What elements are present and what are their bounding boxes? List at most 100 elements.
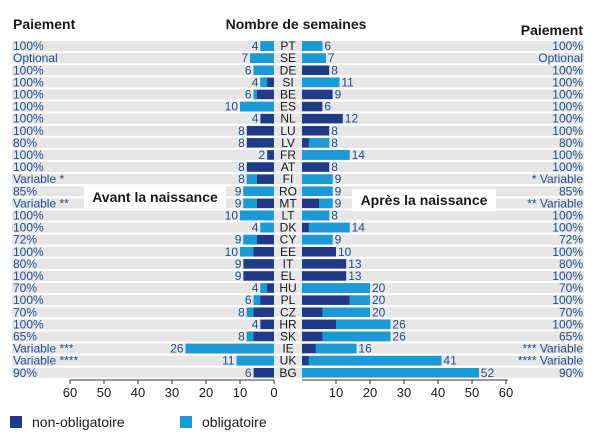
value-before-es: 10 [225,100,239,114]
value-before-bg: 6 [245,366,252,380]
bar-before-mandatory-dk [260,222,274,233]
value-after-lu: 8 [331,124,338,138]
value-before-ro: 9 [235,184,242,198]
bar-before-total-si [260,77,274,88]
bar-before-mandatory-es [240,101,274,112]
value-before-mt: 9 [235,196,242,210]
country-code-bg: BG [279,366,296,380]
value-before-dk: 4 [252,221,259,235]
row-stripe-de [12,65,584,76]
bar-after-mandatory-cy [302,234,333,245]
row-stripe-cz [12,307,584,318]
payment-right-hr: 100% [552,317,583,331]
bar-before-mandatory-sk [246,331,254,342]
axis-tick-label-6: 0 [270,385,277,400]
value-after-cz: 20 [372,305,386,319]
left-panel-label-box: Avant la naissance [84,186,226,208]
payment-left-sk: 65% [13,329,37,343]
bar-before-total-el [243,271,274,281]
payment-right-el: 100% [552,269,583,283]
bar-after-mandatory-dk [308,222,350,233]
bar-before-mandatory-ie [185,343,274,354]
legend-label-non-obligatoire: non-obligatoire [32,414,125,430]
country-code-ee: EE [280,245,296,259]
payment-right-at: 100% [552,160,583,174]
row-stripe-se [12,53,584,64]
country-code-fr: FR [280,148,296,162]
row-stripe-nl [12,113,584,124]
legend-swatch-obligatoire [180,416,192,428]
row-stripe-el [12,270,584,281]
payment-right-dk: 100% [552,221,583,235]
bar-before-total-fi [246,174,274,184]
value-after-nl: 12 [345,112,359,126]
value-before-se: 7 [242,51,249,65]
left-header: Paiement [13,16,76,32]
country-code-lu: LU [280,124,295,138]
bar-after-mandatory-fr [302,150,350,160]
bar-before-total-at [246,162,274,172]
bar-after-mandatory-mt [319,198,333,209]
axis-tick-label-2: 40 [131,385,145,400]
row-stripe-si [12,77,584,88]
value-before-lu: 8 [238,124,245,138]
axis-tick-label-12: 60 [499,385,513,400]
country-code-nl: NL [280,112,296,126]
value-before-fi: 8 [238,172,245,186]
payment-left-it: 80% [13,257,37,271]
bar-before-mandatory-ee [240,247,254,257]
value-after-lt: 8 [331,208,338,222]
country-code-mt: MT [279,196,297,210]
payment-right-it: 80% [559,257,583,271]
payment-left-pt: 100% [13,39,44,53]
bar-before-mandatory-be [253,89,257,100]
payment-left-ee: 100% [13,245,44,259]
bar-before-total-be [253,89,274,100]
right-panel-label-box: Après la naissance [352,189,496,211]
bar-before-mandatory-se [250,53,274,63]
value-before-cy: 9 [235,233,242,247]
bar-after-mandatory-sk [322,331,391,342]
row-stripe-hr [12,319,584,330]
bar-after-mandatory-pt [302,41,323,51]
value-after-be: 9 [335,87,342,101]
country-code-at: AT [281,160,296,174]
country-code-it: IT [283,257,294,271]
bar-after-total-de [302,65,330,75]
payment-right-ee: 100% [552,245,583,259]
bar-before-total-nl [260,113,274,124]
value-before-sk: 8 [238,329,245,343]
country-code-ie: IE [282,342,293,356]
axis-tick-label-1: 50 [97,385,111,400]
payment-left-fi: Variable * [13,172,64,186]
bar-after-mandatory-bg [302,368,479,378]
bar-after-total-nl [302,113,343,124]
payment-right-pt: 100% [552,39,583,53]
bar-after-total-el [302,271,347,281]
payment-right-hu: 70% [559,281,583,295]
bar-after-total-ee [302,247,336,257]
bar-before-mandatory-de [253,65,274,75]
payment-left-es: 100% [13,100,44,114]
value-before-it: 9 [235,257,242,271]
payment-left-mt: Variable ** [13,196,69,210]
row-stripe-lu [12,125,584,136]
bar-before-total-pl [253,295,274,305]
payment-left-hu: 70% [13,281,37,295]
bar-after-mandatory-cz [322,307,370,317]
value-before-el: 9 [235,269,242,283]
value-after-se: 7 [328,51,335,65]
bar-after-mandatory-se [302,53,326,63]
payment-left-cz: 70% [13,305,37,319]
country-code-pt: PT [280,39,296,53]
bar-before-total-lu [246,126,274,136]
bar-after-mandatory-lt [302,210,330,221]
value-after-lv: 8 [331,136,338,150]
bar-before-mandatory-mt [243,198,257,209]
value-before-be: 6 [245,87,252,101]
left-panel-label: Avant la naissance [92,189,218,205]
payment-right-es: 100% [552,100,583,114]
value-after-ie: 16 [358,342,372,356]
value-after-bg: 52 [481,366,495,380]
